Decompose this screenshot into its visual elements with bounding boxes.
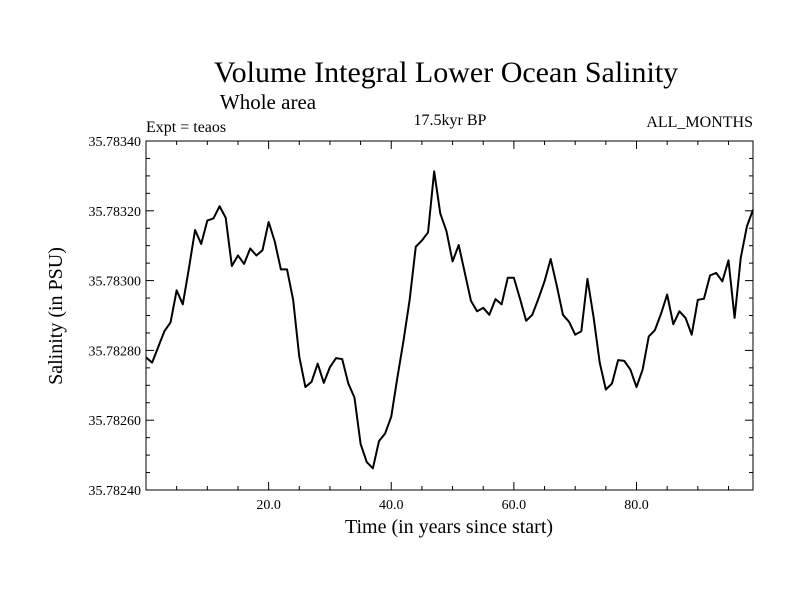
y-axis-label: Salinity (in PSU)	[45, 247, 67, 385]
chart-subtitle: Whole area	[220, 90, 317, 114]
x-tick-label: 20.0	[256, 498, 281, 513]
x-axis-ticks: 20.0 40.0 60.0 80.0	[176, 141, 729, 513]
months-label: ALL_MONTHS	[646, 114, 753, 131]
experiment-label: Expt = teaos	[146, 119, 226, 136]
x-tick-label: 80.0	[624, 498, 649, 513]
x-tick-label: 60.0	[502, 498, 527, 513]
y-tick-label: 35.78260	[89, 414, 142, 429]
y-tick-label: 35.78320	[89, 205, 142, 220]
x-axis-label: Time (in years since start)	[345, 516, 553, 538]
y-tick-label: 35.78340	[89, 135, 142, 150]
y-tick-label: 35.78280	[89, 344, 142, 359]
chart-title: Volume Integral Lower Ocean Salinity	[214, 56, 678, 89]
y-axis-ticks: 35.78240 35.78260 35.78280 35.78300 35.78320…	[89, 135, 753, 499]
salinity-series-line	[145, 170, 754, 470]
plot-frame	[145, 140, 754, 491]
x-tick-label: 40.0	[379, 498, 404, 513]
y-tick-label: 35.78300	[89, 275, 142, 290]
period-label: 17.5kyr BP	[414, 112, 487, 129]
y-tick-label: 35.78240	[89, 484, 142, 499]
